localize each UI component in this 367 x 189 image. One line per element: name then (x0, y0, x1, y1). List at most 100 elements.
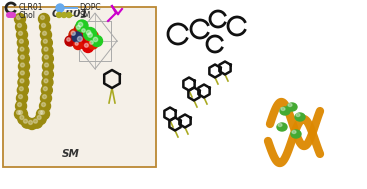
Circle shape (17, 93, 28, 104)
Ellipse shape (292, 130, 296, 133)
Ellipse shape (280, 107, 290, 115)
Circle shape (66, 12, 72, 18)
Circle shape (23, 119, 28, 123)
Circle shape (18, 45, 29, 56)
Circle shape (18, 95, 22, 99)
Circle shape (22, 117, 33, 128)
Circle shape (42, 69, 53, 80)
Circle shape (44, 63, 48, 67)
Circle shape (15, 108, 25, 119)
Circle shape (43, 95, 47, 99)
Circle shape (15, 101, 26, 112)
Circle shape (77, 36, 82, 41)
Circle shape (82, 29, 85, 32)
Circle shape (42, 77, 53, 88)
Circle shape (76, 20, 88, 32)
Circle shape (90, 41, 93, 44)
Circle shape (9, 13, 13, 17)
Text: DOPC: DOPC (79, 4, 101, 12)
Circle shape (40, 101, 51, 112)
Circle shape (41, 85, 52, 96)
Ellipse shape (281, 108, 285, 111)
Circle shape (39, 111, 43, 115)
Circle shape (17, 37, 28, 48)
Circle shape (39, 108, 50, 119)
Circle shape (75, 34, 89, 48)
Circle shape (33, 119, 37, 123)
Text: CLR01: CLR01 (19, 4, 44, 12)
Circle shape (15, 21, 26, 33)
Circle shape (19, 39, 23, 43)
Ellipse shape (277, 123, 287, 131)
Circle shape (37, 115, 41, 119)
Text: SM: SM (62, 149, 80, 159)
Circle shape (83, 42, 94, 53)
Circle shape (20, 79, 24, 83)
Ellipse shape (291, 130, 301, 138)
Circle shape (57, 12, 62, 18)
Circle shape (44, 79, 48, 83)
Circle shape (80, 27, 90, 37)
Circle shape (41, 103, 46, 107)
Circle shape (62, 12, 66, 18)
Circle shape (67, 38, 70, 41)
Circle shape (72, 32, 82, 42)
Circle shape (20, 55, 24, 59)
Circle shape (18, 31, 22, 35)
Circle shape (75, 42, 78, 45)
Circle shape (78, 22, 83, 27)
Circle shape (65, 36, 75, 46)
Circle shape (17, 85, 28, 96)
Circle shape (84, 28, 97, 40)
Circle shape (86, 30, 91, 35)
Circle shape (17, 29, 28, 40)
Circle shape (41, 23, 46, 27)
Circle shape (17, 111, 21, 115)
Circle shape (18, 53, 29, 64)
Circle shape (15, 13, 25, 25)
Circle shape (18, 77, 29, 88)
Circle shape (43, 31, 47, 35)
Circle shape (18, 69, 29, 80)
Circle shape (26, 119, 37, 129)
Circle shape (20, 71, 24, 75)
Circle shape (41, 37, 52, 48)
Circle shape (20, 115, 24, 119)
Circle shape (43, 87, 47, 91)
Circle shape (43, 39, 47, 43)
Circle shape (11, 13, 15, 17)
Circle shape (73, 40, 83, 50)
Circle shape (43, 61, 54, 72)
Circle shape (75, 23, 86, 35)
Circle shape (88, 39, 98, 49)
Circle shape (40, 93, 51, 104)
Circle shape (44, 71, 48, 75)
Circle shape (35, 114, 46, 125)
Circle shape (20, 47, 24, 51)
Circle shape (69, 29, 81, 41)
Circle shape (56, 4, 64, 12)
Ellipse shape (278, 123, 282, 126)
Ellipse shape (295, 113, 305, 121)
Circle shape (84, 43, 88, 47)
Ellipse shape (288, 104, 292, 106)
Circle shape (21, 63, 25, 67)
Circle shape (18, 111, 22, 115)
Circle shape (7, 13, 11, 17)
Ellipse shape (296, 114, 300, 116)
Circle shape (18, 61, 29, 72)
Ellipse shape (287, 103, 297, 111)
Circle shape (18, 23, 22, 27)
Circle shape (36, 108, 47, 119)
Text: SM: SM (79, 11, 90, 19)
Circle shape (76, 26, 80, 29)
Text: CLR01: CLR01 (52, 9, 89, 19)
Circle shape (86, 30, 98, 43)
Circle shape (29, 121, 33, 125)
Circle shape (88, 33, 92, 37)
Circle shape (18, 103, 22, 107)
Text: Chol: Chol (19, 11, 36, 19)
Circle shape (44, 55, 48, 59)
Circle shape (40, 21, 51, 33)
Circle shape (91, 36, 102, 46)
